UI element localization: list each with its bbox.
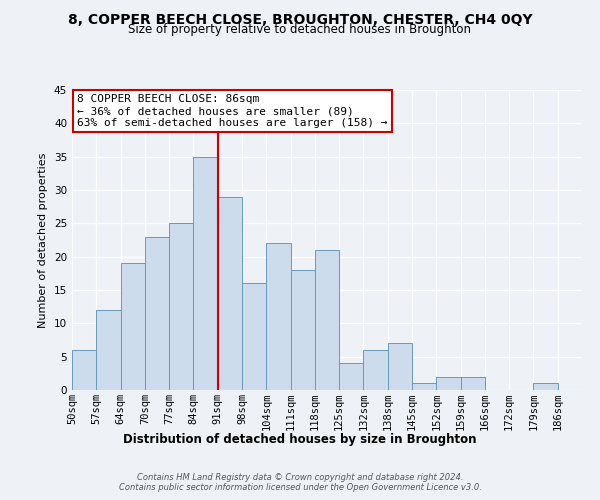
Bar [315, 250, 339, 390]
Bar [193, 156, 218, 390]
Text: Contains public sector information licensed under the Open Government Licence v3: Contains public sector information licen… [119, 484, 481, 492]
Bar [533, 384, 558, 390]
Text: 8, COPPER BEECH CLOSE, BROUGHTON, CHESTER, CH4 0QY: 8, COPPER BEECH CLOSE, BROUGHTON, CHESTE… [68, 12, 532, 26]
Bar [364, 350, 388, 390]
Y-axis label: Number of detached properties: Number of detached properties [38, 152, 49, 328]
Bar [96, 310, 121, 390]
Bar [169, 224, 193, 390]
Bar [266, 244, 290, 390]
Bar [242, 284, 266, 390]
Bar [412, 384, 436, 390]
Text: 8 COPPER BEECH CLOSE: 86sqm
← 36% of detached houses are smaller (89)
63% of sem: 8 COPPER BEECH CLOSE: 86sqm ← 36% of det… [77, 94, 388, 128]
Bar [72, 350, 96, 390]
Text: Size of property relative to detached houses in Broughton: Size of property relative to detached ho… [128, 23, 472, 36]
Bar [461, 376, 485, 390]
Text: Contains HM Land Registry data © Crown copyright and database right 2024.: Contains HM Land Registry data © Crown c… [137, 472, 463, 482]
Text: Distribution of detached houses by size in Broughton: Distribution of detached houses by size … [123, 432, 477, 446]
Bar [339, 364, 364, 390]
Bar [388, 344, 412, 390]
Bar [121, 264, 145, 390]
Bar [436, 376, 461, 390]
Bar [218, 196, 242, 390]
Bar [290, 270, 315, 390]
Bar [145, 236, 169, 390]
